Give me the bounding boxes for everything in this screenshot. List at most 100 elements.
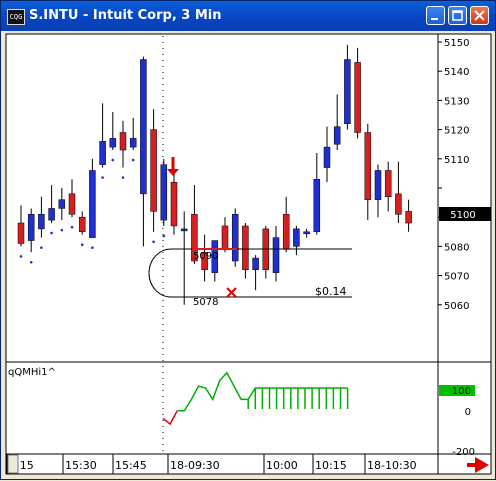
support-dot [60, 228, 64, 232]
candle-body [293, 228, 300, 247]
support-dot [131, 158, 135, 162]
candle-body [344, 59, 351, 125]
candle-body [58, 199, 66, 209]
dollar-label: $0.14 [315, 285, 347, 298]
price-label-5090: 5090 [193, 251, 218, 262]
indicator-label-neg200: -200 [452, 447, 475, 458]
candle-body [272, 237, 280, 273]
price-tick-label: 5120 [444, 126, 469, 137]
candle-body [38, 214, 45, 230]
time-tick-label: 15:30 [65, 459, 97, 472]
indicator-panel[interactable] [5, 361, 439, 455]
candle-body [27, 214, 35, 241]
osc-line [177, 371, 348, 412]
chart-canvas[interactable]: 5090 5078 $0.14 515051405130512051105090… [5, 33, 493, 477]
time-tick-label: 18-09:30 [170, 459, 220, 472]
candle-body [221, 225, 229, 250]
candle-body [282, 214, 290, 250]
candle-body [354, 62, 361, 133]
candle-body [48, 208, 55, 221]
support-dot [101, 176, 104, 179]
price-tick-label: 5060 [444, 301, 469, 312]
candle-body [313, 178, 321, 233]
support-dots [19, 158, 166, 264]
candle-body [242, 225, 249, 271]
candle-body [211, 240, 219, 273]
candle-body [384, 170, 392, 198]
candle-body [140, 59, 147, 195]
price-tick-label: 5110 [444, 155, 469, 166]
title-bar[interactable]: CQG S.INTU - Intuit Corp, 3 Min [1, 1, 495, 31]
candle-body [109, 138, 117, 148]
candle-body [333, 126, 341, 145]
candle-body [68, 193, 76, 215]
candle-body [364, 132, 372, 200]
oscillator [162, 371, 349, 426]
support-dot [111, 158, 115, 162]
last-price-tag: 5100 [439, 207, 491, 221]
candle-body [160, 164, 168, 221]
support-dot [50, 231, 53, 235]
price-label-5078: 5078 [193, 297, 218, 308]
candle-body [303, 231, 310, 235]
last-price-label: 5100 [450, 210, 475, 221]
price-tick-label: 5080 [444, 242, 469, 253]
indicator-label-0: 0 [465, 407, 471, 418]
candle-body [191, 214, 198, 262]
candle-body [119, 132, 127, 151]
support-dot [162, 234, 166, 238]
close-icon [474, 10, 485, 21]
x-marker-icon [226, 287, 237, 298]
time-tick-label: 10:00 [266, 459, 298, 472]
candle-body [231, 214, 239, 262]
price-tick-label: 5150 [444, 38, 469, 49]
support-dot [152, 240, 155, 244]
candle-body [99, 141, 106, 165]
candle-body [17, 222, 25, 244]
candle-body [89, 170, 96, 238]
support-dot [91, 246, 94, 249]
close-button[interactable] [470, 6, 489, 25]
candle-body [129, 138, 137, 148]
maximize-icon [452, 10, 463, 21]
candle-body [170, 181, 178, 227]
osc-line-neg [162, 410, 178, 426]
candle-body [180, 228, 188, 232]
app-icon[interactable]: CQG [7, 9, 25, 25]
scroll-handle[interactable] [7, 454, 19, 474]
indicator-axis-panel[interactable] [437, 361, 492, 455]
chart-area[interactable]: 5090 5078 $0.14 515051405130512051105090… [5, 33, 493, 477]
candle-body [252, 257, 259, 271]
window-title: S.INTU - Intuit Corp, 3 Min [29, 8, 222, 23]
price-tick-label: 5140 [444, 67, 469, 78]
indicator-axis: 100 0 -200 [439, 385, 475, 458]
down-arrow-icon [167, 157, 179, 176]
candle-body [405, 211, 412, 224]
minimize-button[interactable] [426, 6, 445, 25]
candle-body [395, 193, 402, 215]
maximize-button[interactable] [448, 6, 467, 25]
time-tick-label: 15:45 [115, 459, 147, 472]
support-dot [19, 255, 23, 258]
minimize-icon [431, 18, 438, 20]
scroll-right-icon[interactable] [467, 457, 489, 473]
support-dot [29, 260, 33, 264]
candle-body [78, 216, 86, 233]
indicator-label-100: 100 [452, 386, 471, 397]
support-dot [40, 246, 43, 249]
time-tick-label: 18-10:30 [367, 459, 417, 472]
indicator-name: qQMHi1^ [8, 367, 56, 378]
trade-bracket [148, 248, 172, 298]
candle-body [150, 129, 157, 212]
support-dot [70, 225, 74, 229]
time-tick-label: 10:15 [315, 459, 347, 472]
price-axis-panel[interactable] [437, 33, 492, 363]
candle-body [323, 146, 331, 168]
candle-body [201, 251, 208, 271]
price-tick-label: 5070 [444, 272, 469, 283]
candle-body [374, 170, 382, 200]
support-dot [121, 176, 125, 179]
support-dot [80, 243, 84, 247]
indicator-highlight [439, 385, 475, 396]
